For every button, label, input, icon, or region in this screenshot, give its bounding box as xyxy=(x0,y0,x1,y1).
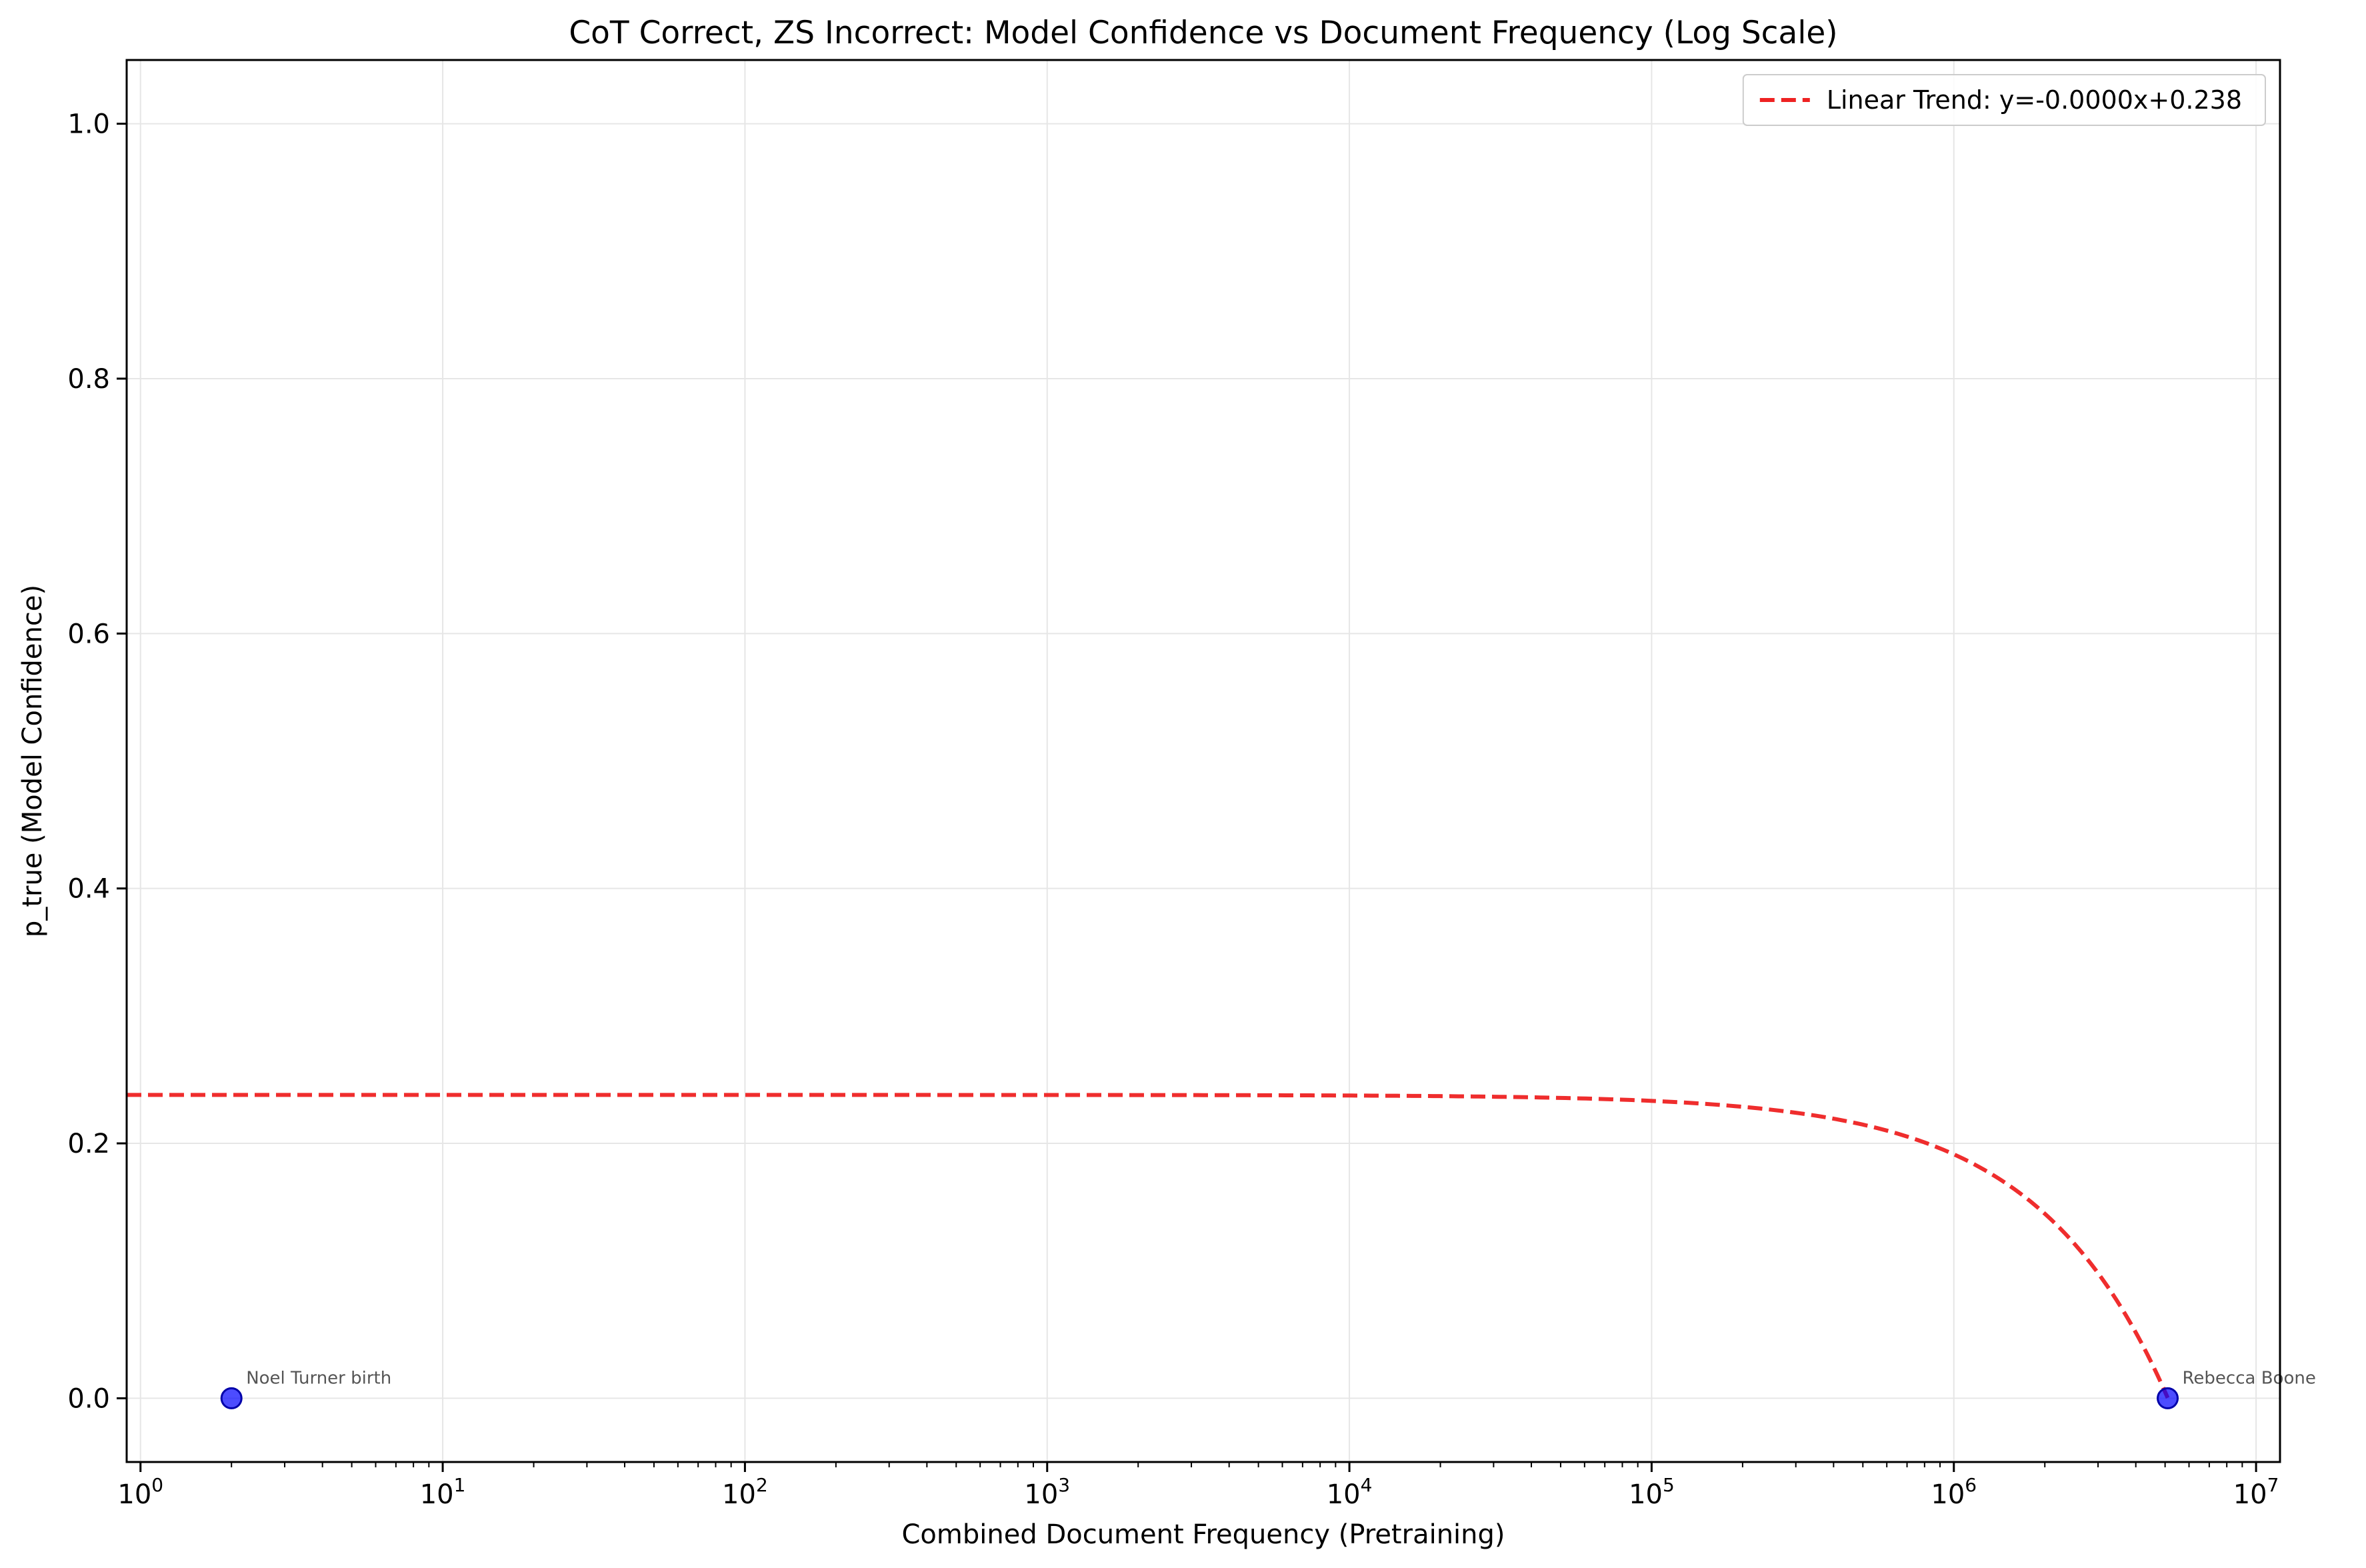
data-point xyxy=(220,1387,243,1409)
x-tick-label: 104 xyxy=(1327,1474,1373,1510)
legend-label-trend: Linear Trend: y=-0.0000x+0.238 xyxy=(1827,85,2242,115)
x-tick-label: 107 xyxy=(2233,1474,2279,1510)
y-tick-label: 0.2 xyxy=(67,1129,110,1159)
x-axis-title: Combined Document Frequency (Pretraining… xyxy=(902,1519,1505,1550)
legend: Linear Trend: y=-0.0000x+0.238 xyxy=(1742,74,2266,126)
y-axis-title: p_true (Model Confidence) xyxy=(17,585,48,937)
y-tick-label: 0.6 xyxy=(67,619,110,649)
y-tick-label: 0.0 xyxy=(67,1383,110,1414)
x-tick-label: 102 xyxy=(722,1474,768,1510)
data-point xyxy=(2157,1387,2179,1409)
annotations-layer: Noel Turner birth Rebecca Boone xyxy=(246,1368,2316,1388)
x-axis-ticks: 100 101 102 103 104 105 106 107 xyxy=(117,1462,2279,1510)
chart-title: CoT Correct, ZS Incorrect: Model Confide… xyxy=(569,15,1837,51)
x-tick-label: 106 xyxy=(1931,1474,1977,1510)
y-tick-label: 0.8 xyxy=(67,364,110,395)
x-tick-label: 100 xyxy=(117,1474,163,1510)
point-annotation: Noel Turner birth xyxy=(246,1368,391,1388)
x-tick-label: 103 xyxy=(1024,1474,1070,1510)
point-annotation: Rebecca Boone xyxy=(2183,1368,2316,1388)
x-tick-label: 105 xyxy=(1629,1474,1675,1510)
x-tick-label: 101 xyxy=(420,1474,466,1510)
y-tick-label: 0.4 xyxy=(67,874,110,905)
plot-frame xyxy=(125,59,2281,1463)
legend-box xyxy=(1742,74,2266,126)
points-layer xyxy=(220,1387,2179,1409)
y-axis-ticks: 0.0 0.2 0.4 0.6 0.8 1.0 xyxy=(67,109,127,1414)
y-tick-label: 1.0 xyxy=(67,109,110,140)
